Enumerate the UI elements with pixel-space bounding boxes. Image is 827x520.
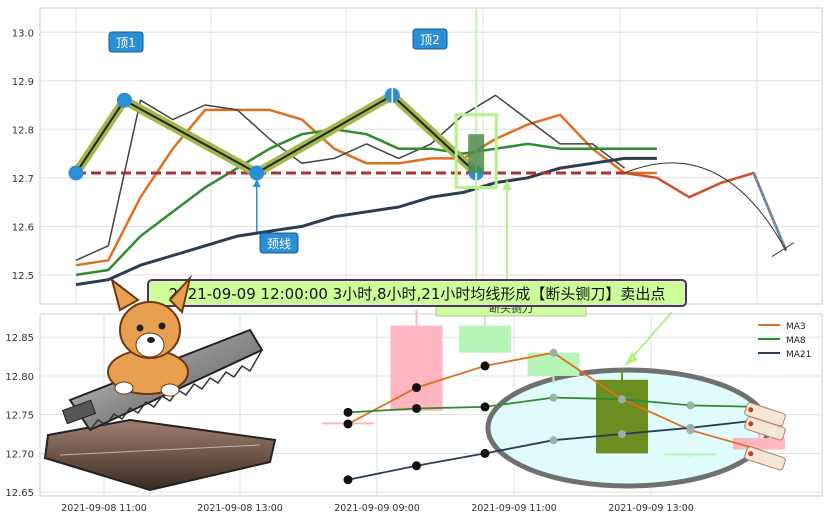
neck-callout-arrowhead [252,178,261,187]
corgi-muzzle [135,332,165,358]
upper-y-tick-labels: 12.5 12.6 12.7 12.8 12.9 13.0 [12,28,34,282]
ma-point-ma8 [412,403,421,413]
lower-x-tick-label: 2021-09-09 11:00 [471,503,557,514]
upper-y-tick-label: 13.0 [12,28,34,39]
ma-point-ma3 [549,348,558,357]
lower-ma-lines [343,348,760,485]
upper-series [75,94,795,287]
arrow-head-up [502,180,512,190]
ma-point-ma3 [343,419,353,429]
ma-point-ma8 [549,393,558,402]
upper-pattern-overlay: 顶1 顶2 颈线 [68,8,625,304]
upper-y-tick-label: 12.6 [12,222,34,233]
lower-x-tick-label: 2021-09-08 11:00 [61,503,147,514]
candle-body [664,453,717,456]
callout-top1 [108,31,144,53]
lower-x-tick-label: 2021-09-09 13:00 [608,503,694,514]
callout-text-neck: 颈线 [267,237,291,251]
candle-body [459,325,511,353]
ma-point-ma8 [618,395,626,404]
plate-seam [59,444,261,456]
ma-point-ma21 [343,475,353,485]
callout-text-top1: 顶1 [116,36,136,50]
callout-neck [259,232,299,254]
ma-point-ma21 [618,430,626,439]
candle-body [733,437,785,450]
upper-y-tick-label: 12.9 [12,77,34,88]
lower-y-tick-label: 12.80 [5,372,34,383]
upper-series-close-dark [75,94,626,261]
signal-candle [468,134,485,173]
lower-y-tick-label: 12.75 [5,411,34,422]
end-tag [744,416,786,441]
end-tag [744,446,786,471]
upper-series-ma-green [75,128,657,277]
upper-y-tick-label: 12.5 [12,271,34,282]
arrow-down-to-candle [629,311,673,361]
projection-blue-tail [752,172,788,252]
ma-point-ma21 [686,423,695,432]
line-end-tags [744,402,786,471]
ma-point-ma3 [480,361,490,371]
ma-point-ma3 [412,383,421,393]
corgi-head [119,301,181,359]
legend: MA3 MA8 MA21 [758,322,811,360]
upper-y-tick-label: 12.7 [12,174,34,185]
corgi-right-ear [168,274,192,314]
ma-point-ma8 [686,401,695,410]
candle-body [596,379,648,454]
projection-arc [624,162,787,251]
projection-end-tick [771,242,795,258]
legend-label-ma8: MA8 [786,336,806,346]
corgi-right-paw [160,383,180,397]
lower-y-tick-label: 12.85 [5,333,34,344]
pattern-point [68,165,84,181]
signal-banner-text: 2021-09-09 12:00:00 3小时,8小时,21小时均线形成【断头铡… [169,285,666,303]
lower-x-tick-label: 2021-09-09 09:00 [334,503,420,514]
corgi-right-eye [158,322,166,330]
arrow-head-down [624,352,638,366]
ma-point-ma21 [549,436,558,445]
ma-point-ma21 [412,461,421,471]
corgi-left-paw [114,381,134,395]
callout-top2 [412,28,448,50]
lower-y-tick-labels: 12.65 12.70 12.75 12.80 12.85 [5,333,34,499]
lower-candles [322,310,785,462]
candle-body [527,352,580,376]
corgi-guillotine-sticker [43,274,277,492]
corgi-left-ear [110,277,140,312]
corgi-nose [147,337,155,343]
upper-series-projection [624,171,788,252]
lower-y-tick-label: 12.70 [5,449,34,460]
metal-base-plate [43,418,277,492]
legend-label-ma3: MA3 [786,322,806,332]
corgi-left-eye [136,324,144,332]
legend-label-ma21: MA21 [786,350,811,360]
lower-y-tick-label: 12.65 [5,488,34,499]
ma-point-ma21 [480,448,490,458]
ma-point-ma8 [480,402,490,412]
pattern-point [249,165,265,181]
upper-y-tick-label: 12.8 [12,125,34,136]
upper-series-price-orange [75,108,657,267]
lower-x-tick-labels: 2021-09-08 11:00 2021-09-08 13:00 2021-09-… [61,503,694,514]
pattern-point [116,92,132,108]
upper-panel-frame [39,7,823,305]
signal-banner [147,279,687,307]
lower-x-tick-label: 2021-09-08 13:00 [197,503,283,514]
saw-handle [61,399,97,425]
callout-text-top2: 顶2 [420,33,440,47]
ma-point-ma8 [343,407,353,417]
upper-series-ma-navy [75,156,657,287]
signal-box [454,113,498,190]
